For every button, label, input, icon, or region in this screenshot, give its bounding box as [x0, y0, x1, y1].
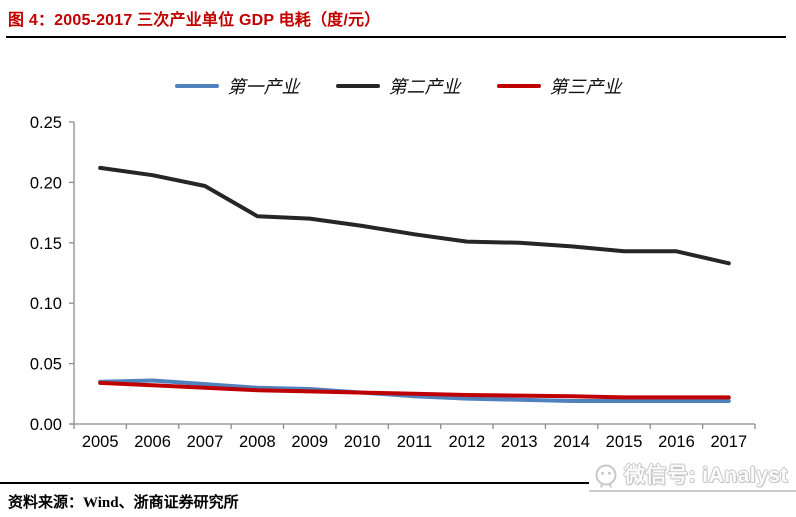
legend-label: 第二产业 — [388, 77, 461, 97]
x-tick-label: 2009 — [291, 433, 328, 451]
legend-label: 第一产业 — [227, 77, 300, 97]
legend-line-swatch — [496, 83, 541, 89]
chart-title: 图 4：2005-2017 三次产业单位 GDP 电耗（度/元） — [8, 12, 381, 29]
title-divider — [6, 36, 786, 38]
wechat-icon — [595, 464, 617, 488]
x-tick-label: 2006 — [134, 433, 171, 451]
x-tick-label: 2015 — [606, 433, 643, 451]
legend-item-primary-industry: 第一产业 — [174, 73, 300, 99]
x-tick-label: 2010 — [344, 433, 381, 451]
x-tick-label: 2013 — [501, 433, 538, 451]
x-tick-label: 2008 — [239, 433, 276, 451]
source-text: 资料来源：Wind、浙商证券研究所 — [8, 495, 239, 511]
legend-label: 第三产业 — [549, 77, 622, 97]
series-line-2 — [98, 380, 731, 400]
legend-item-secondary-industry: 第二产业 — [335, 73, 461, 99]
y-tick-label: 0.10 — [30, 295, 62, 313]
legend: 第一产业 第二产业 第三产业 — [0, 73, 796, 99]
watermark: 微信号: iAnalyst — [588, 462, 796, 492]
x-tick-label: 2014 — [553, 433, 590, 451]
series-line-0 — [98, 378, 731, 403]
x-tick-label: 2017 — [710, 433, 747, 451]
x-tick-label: 2007 — [187, 433, 224, 451]
y-tick-label: 0.15 — [30, 235, 62, 253]
legend-line-swatch — [174, 83, 219, 89]
y-tick-label: 0.00 — [30, 416, 62, 434]
x-tick-label: 2011 — [397, 433, 432, 451]
y-tick-label: 0.20 — [30, 174, 62, 192]
footer-divider — [0, 482, 796, 484]
y-tick-label: 0.25 — [30, 114, 62, 132]
x-tick-label: 2005 — [82, 433, 119, 451]
x-tick-label: 2016 — [658, 433, 695, 451]
legend-item-tertiary-industry: 第三产业 — [496, 73, 622, 99]
y-tick-label: 0.05 — [30, 356, 62, 374]
x-tick-label: 2012 — [449, 433, 486, 451]
series-line-1 — [98, 165, 731, 266]
legend-line-swatch — [335, 83, 380, 89]
watermark-text: 微信号: iAnalyst — [623, 464, 788, 487]
